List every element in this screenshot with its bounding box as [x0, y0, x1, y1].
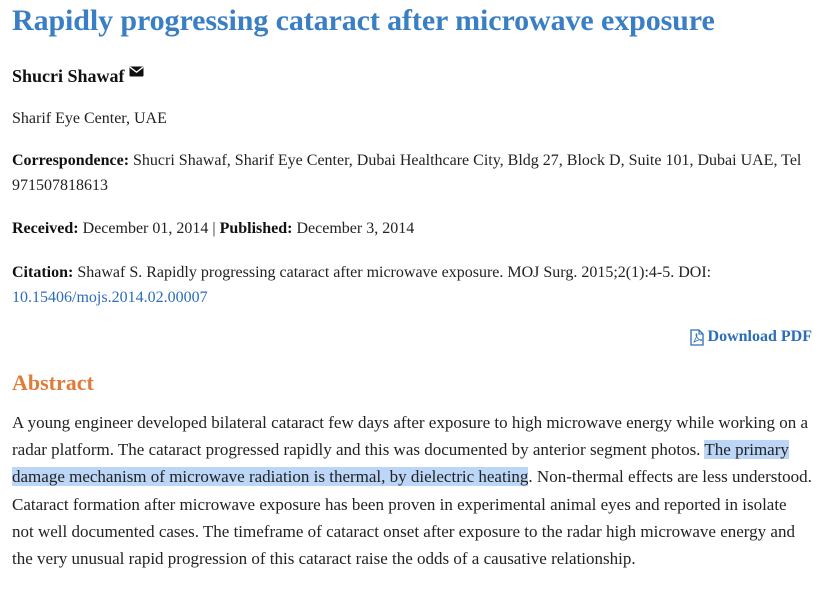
envelope-icon[interactable] — [129, 66, 144, 77]
pdf-file-icon — [689, 328, 704, 346]
author-line: Shucri Shawaf — [12, 66, 144, 87]
published-date: December 3, 2014 — [296, 220, 415, 237]
citation: Citation: Shawaf S. Rapidly progressing … — [12, 260, 802, 310]
date-separator: | — [212, 220, 216, 237]
doi-link[interactable]: 10.15406/mojs.2014.02.00007 — [12, 289, 208, 306]
abstract-text: A young engineer developed bilateral cat… — [12, 409, 812, 572]
citation-text: Shawaf S. Rapidly progressing cataract a… — [77, 264, 712, 281]
correspondence-label: Correspondence: — [12, 152, 130, 169]
correspondence-text: Shucri Shawaf, Sharif Eye Center, Dubai … — [12, 152, 802, 194]
abstract-heading: Abstract — [12, 370, 94, 395]
affiliation: Sharif Eye Center, UAE — [12, 110, 167, 127]
correspondence: Correspondence: Shucri Shawaf, Sharif Ey… — [12, 148, 802, 198]
citation-label: Citation: — [12, 264, 74, 281]
article-title: Rapidly progressing cataract after micro… — [12, 4, 715, 37]
published-label: Published: — [219, 220, 293, 237]
dates-line: Received: December 01, 2014 | Published:… — [12, 216, 414, 241]
download-pdf-label: Download PDF — [707, 328, 812, 345]
download-pdf-button[interactable]: Download PDF — [689, 328, 812, 346]
author-name: Shucri Shawaf — [12, 66, 125, 86]
abstract-text-start: A young engineer developed bilateral cat… — [12, 413, 809, 460]
received-date: December 01, 2014 — [82, 220, 209, 237]
abstract-text-end: . Non-thermal effects are less understoo… — [12, 467, 812, 569]
received-label: Received: — [12, 220, 79, 237]
